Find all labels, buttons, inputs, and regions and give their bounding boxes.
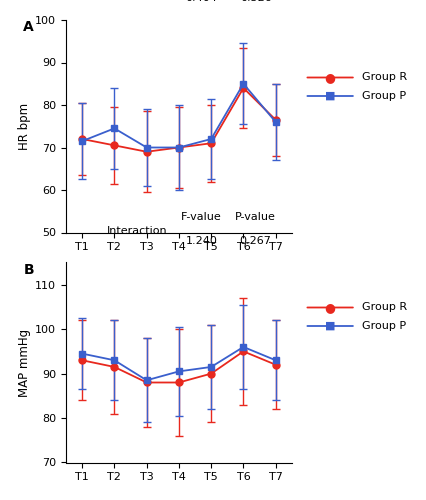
Text: ■: ■	[325, 91, 335, 101]
Text: 0.404: 0.404	[186, 0, 217, 3]
Text: 1.240: 1.240	[186, 236, 217, 246]
Text: ●: ●	[325, 71, 336, 84]
Text: Group P: Group P	[362, 91, 406, 101]
Text: Group P: Group P	[362, 321, 406, 331]
Y-axis label: HR bpm: HR bpm	[18, 102, 31, 150]
Text: Interaction: Interaction	[106, 226, 167, 236]
Text: 0.267: 0.267	[240, 236, 272, 246]
Text: Group R: Group R	[362, 302, 407, 312]
Text: 0.526: 0.526	[240, 0, 271, 3]
Text: F-value: F-value	[181, 212, 222, 222]
Text: Group R: Group R	[362, 72, 407, 83]
Y-axis label: MAP mmHg: MAP mmHg	[18, 328, 31, 396]
Text: A: A	[23, 20, 34, 34]
Text: ■: ■	[325, 321, 335, 331]
Text: P-value: P-value	[235, 212, 276, 222]
Text: B: B	[23, 262, 34, 276]
Text: ●: ●	[325, 301, 336, 314]
